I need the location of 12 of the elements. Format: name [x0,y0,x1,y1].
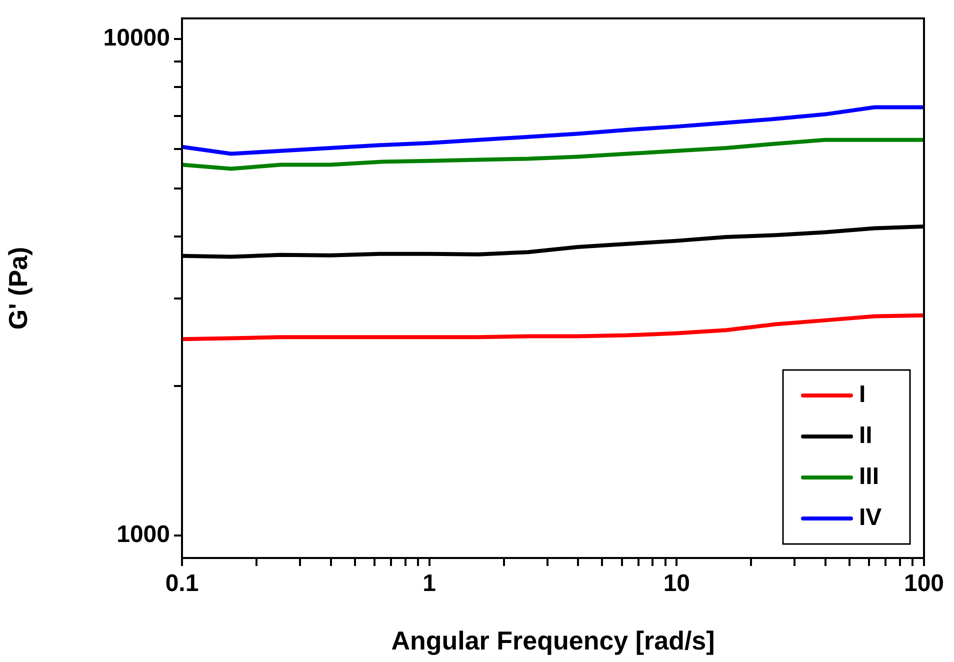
legend-label: I [859,381,866,408]
y-axis-title: G' (Pa) [2,246,33,330]
x-tick-label: 100 [904,570,944,598]
y-tick-label: 1000 [116,520,170,548]
x-tick-label: 10 [663,570,690,598]
x-tick-label: 1 [422,570,436,598]
legend-label: III [859,463,880,490]
legend-label: II [859,422,872,450]
legend-label: IV [859,504,882,532]
y-tick-label: 10000 [103,24,170,52]
x-axis-title: Angular Frequency [rad/s] [391,626,715,656]
x-tick-label: 0.1 [165,570,199,598]
